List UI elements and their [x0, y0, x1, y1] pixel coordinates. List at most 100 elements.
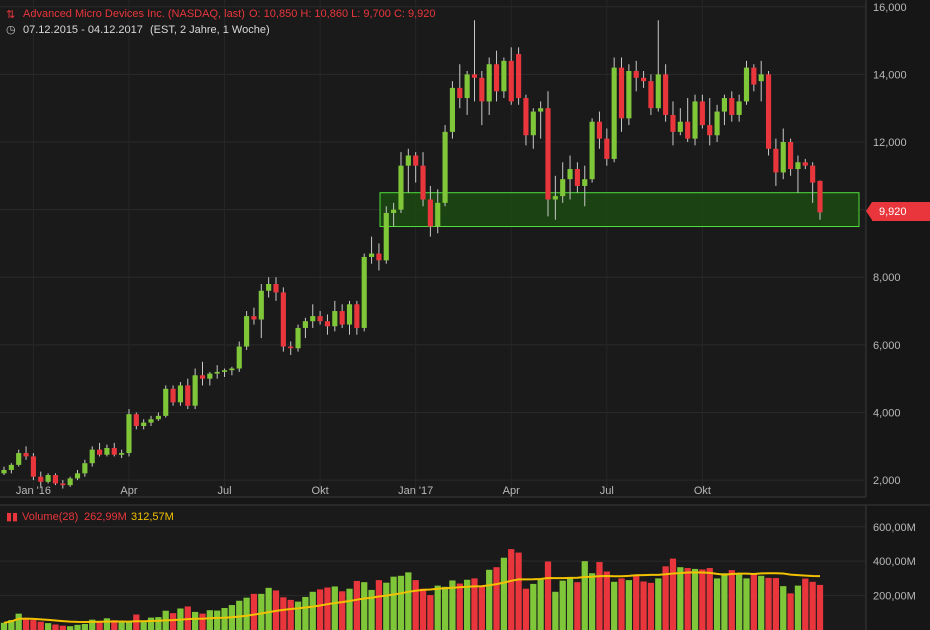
volume-bar — [125, 621, 133, 630]
volume-tick-label: 400,00M — [873, 556, 916, 568]
candle-body — [817, 180, 823, 213]
candle-body — [736, 101, 742, 115]
volume-bar — [816, 584, 824, 630]
candle-body — [170, 388, 176, 403]
candle-body — [361, 256, 367, 328]
range-note: (EST, 2 Jahre, 1 Woche) — [150, 24, 270, 36]
volume-bar — [169, 613, 177, 630]
candle-body — [229, 368, 235, 371]
candle-body — [67, 478, 73, 486]
volume-bar — [794, 585, 802, 630]
candle-body — [376, 253, 382, 261]
candle-body — [479, 77, 485, 102]
volume-bar — [111, 620, 118, 630]
candle-body — [141, 422, 147, 426]
candle-body — [1, 469, 7, 474]
volume-value-1: 262,99M — [84, 511, 127, 523]
candle-body — [148, 419, 154, 423]
volume-bar — [22, 617, 30, 630]
volume-bar — [74, 624, 81, 630]
volume-bar — [574, 582, 581, 630]
volume-bar — [346, 588, 353, 630]
candle-body — [420, 165, 426, 200]
candle-body — [552, 196, 558, 200]
price-tick-label: 4,000 — [873, 407, 901, 419]
candle-body — [721, 98, 728, 112]
volume-bar — [530, 583, 537, 630]
volume-bar — [30, 620, 37, 630]
candle-body — [405, 155, 411, 166]
time-tick-label: Okt — [312, 485, 329, 497]
volume-bar — [772, 578, 780, 630]
volume-bar — [588, 573, 596, 630]
candle-body — [707, 125, 713, 136]
candle-body — [310, 316, 316, 322]
clock-icon: ◷ — [6, 24, 16, 36]
chart-type-icon[interactable]: ⇅ — [6, 9, 15, 21]
price-tick-label: 8,000 — [873, 272, 901, 284]
volume-bar — [405, 572, 412, 630]
volume-bar — [802, 578, 809, 630]
price-tick-label: 16,000 — [873, 2, 907, 14]
volume-bar — [493, 567, 500, 630]
volume-bar — [96, 621, 103, 630]
chart-title: Advanced Micro Devices Inc. (NASDAQ, las… — [23, 8, 245, 20]
candle-body — [751, 67, 757, 85]
volume-bar — [478, 585, 485, 630]
volume-bar — [287, 599, 294, 630]
ohlc-values: O: 10,850 H: 10,860 L: 9,700 C: 9,920 — [249, 8, 436, 20]
volume-bar — [8, 620, 15, 630]
volume-bar — [59, 625, 66, 630]
candle-body — [38, 476, 44, 482]
volume-panel: 200,00M 400,00M 600,00M — [0, 504, 930, 630]
volume-bar — [383, 582, 390, 630]
volume-bar — [736, 573, 743, 630]
candle-body — [133, 414, 139, 426]
volume-bar — [669, 558, 677, 630]
price-panel: 2,0004,0006,0008,00010,00012,00014,00016… — [0, 0, 907, 498]
volume-bar — [434, 585, 441, 630]
volume-bar — [552, 591, 559, 630]
candle-body — [295, 327, 301, 349]
candle-body — [508, 60, 514, 102]
candle-body — [501, 60, 507, 92]
candle-body — [773, 148, 779, 173]
volume-bar — [236, 600, 243, 630]
candle-body — [332, 311, 338, 327]
last-price-label: 9,920 — [879, 206, 907, 218]
candle-body — [398, 165, 404, 210]
volume-bar — [103, 618, 111, 630]
candle-body — [486, 64, 492, 102]
volume-bar — [486, 569, 493, 630]
candle-body — [442, 131, 448, 203]
candle-body — [788, 142, 794, 170]
candle-body — [413, 155, 419, 166]
volume-bar — [625, 580, 632, 630]
volume-bar — [155, 617, 162, 630]
last-price-badge-bg — [872, 202, 930, 221]
candle-body — [758, 74, 764, 82]
candle-body — [427, 199, 433, 227]
volume-bar — [133, 614, 140, 630]
candle-body — [589, 121, 595, 180]
volume-bar — [67, 626, 74, 630]
candle-body — [236, 346, 242, 369]
candle-body — [714, 111, 720, 136]
candle-body — [104, 447, 110, 455]
price-header: ⇅ Advanced Micro Devices Inc. (NASDAQ, l… — [6, 8, 436, 36]
time-tick-label: Apr — [120, 485, 137, 497]
candle-body — [16, 453, 22, 465]
volume-ma-line — [3, 571, 821, 624]
volume-tick-label: 200,00M — [873, 591, 916, 603]
volume-bar — [221, 607, 228, 630]
candle-body — [8, 464, 14, 470]
volume-bar — [390, 576, 397, 630]
volume-bar — [243, 597, 250, 630]
candle-body — [640, 77, 647, 82]
volume-bar — [537, 579, 544, 630]
volume-bar — [515, 552, 522, 630]
candle-body — [729, 98, 735, 115]
volume-bar — [309, 591, 316, 630]
volume-bar — [699, 569, 706, 630]
candle-body — [221, 370, 228, 372]
